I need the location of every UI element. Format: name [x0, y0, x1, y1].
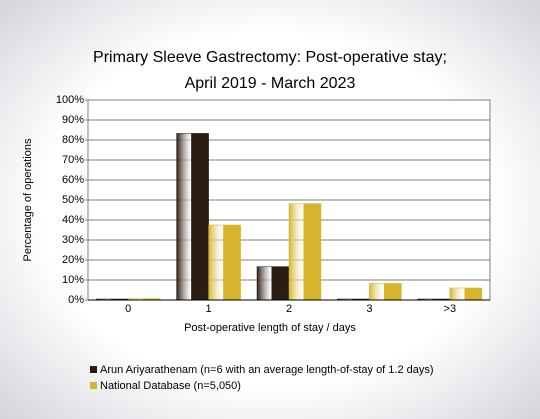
x-tick-label: >3 — [444, 303, 457, 315]
bar — [208, 224, 241, 301]
x-tick-label: 0 — [125, 303, 131, 315]
x-tick-label: 3 — [366, 303, 372, 315]
y-tick-label: 60% — [62, 174, 84, 186]
y-tick-label: 100% — [56, 94, 84, 106]
x-tick-label: 1 — [206, 303, 212, 315]
chart-title: Primary Sleeve Gastrectomy: Post-operati… — [93, 49, 447, 66]
y-tick-label: 0% — [68, 294, 84, 306]
bar — [288, 203, 322, 301]
legend-swatch — [90, 382, 97, 389]
bar — [176, 133, 209, 301]
y-tick-label: 10% — [62, 274, 84, 286]
y-tick-label: 20% — [62, 254, 84, 266]
bar — [369, 283, 402, 301]
y-axis-title: Percentage of operations — [22, 138, 34, 261]
y-tick-label: 30% — [62, 234, 84, 246]
chart-title: April 2019 - March 2023 — [185, 75, 356, 92]
y-tick-label: 80% — [62, 134, 84, 146]
y-tick-label: 40% — [62, 214, 84, 226]
x-tick-label: 2 — [286, 303, 292, 315]
x-axis-title: Post-operative length of stay / days — [184, 322, 356, 334]
bar — [256, 266, 290, 301]
y-tick-label: 70% — [62, 154, 84, 166]
bar — [449, 287, 483, 301]
y-tick-label: 90% — [62, 114, 84, 126]
y-tick-label: 50% — [62, 194, 84, 206]
legend-label: National Database (n=5,050) — [100, 380, 241, 392]
legend-label: Arun Ariyarathenam (n=6 with an average … — [100, 364, 434, 376]
legend-swatch — [90, 366, 97, 373]
